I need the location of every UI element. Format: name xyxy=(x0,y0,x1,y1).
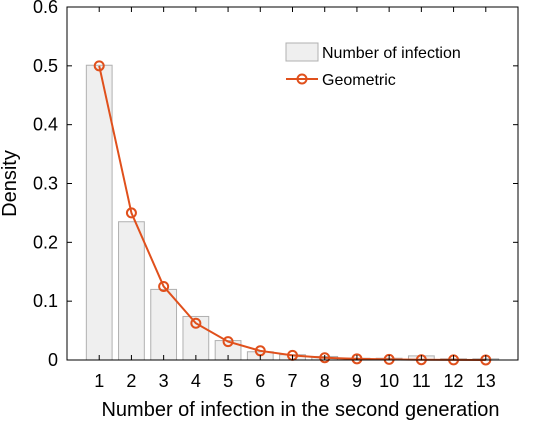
geometric-point-3 xyxy=(158,280,170,292)
geometric-point-4 xyxy=(190,317,202,329)
y-tick-label-3: 0.3 xyxy=(33,174,58,194)
x-tick-label-5: 5 xyxy=(223,371,233,391)
legend: Number of infection Geometric xyxy=(285,42,461,89)
x-tick-label-7: 7 xyxy=(287,371,297,391)
x-tick-label-10: 10 xyxy=(379,371,399,391)
x-tick-label-9: 9 xyxy=(352,371,362,391)
bar-3 xyxy=(150,288,178,361)
x-tick-label-3: 3 xyxy=(159,371,169,391)
bar-1 xyxy=(85,64,113,361)
y-tick-label-2: 0.2 xyxy=(33,232,58,252)
legend-swatch-geometric-marker xyxy=(296,73,308,85)
x-tick-label-4: 4 xyxy=(191,371,201,391)
geometric-point-10 xyxy=(383,353,395,365)
x-tick-label-2: 2 xyxy=(126,371,136,391)
y-axis-title: Density xyxy=(0,150,21,217)
geometric-point-5 xyxy=(222,336,234,348)
y-tick-label-0: 0 xyxy=(48,350,58,370)
geometric-point-1 xyxy=(93,60,105,72)
x-tick-label-1: 1 xyxy=(94,371,104,391)
x-tick-label-13: 13 xyxy=(476,371,496,391)
x-tick-label-6: 6 xyxy=(255,371,265,391)
bar-2 xyxy=(118,221,145,361)
x-tick-label-8: 8 xyxy=(320,371,330,391)
geometric-point-2 xyxy=(125,207,137,219)
x-tick-label-11: 11 xyxy=(412,371,431,391)
geometric-point-8 xyxy=(319,352,331,364)
legend-label-geometric: Geometric xyxy=(322,72,396,89)
x-axis-title: Number of infection in the second genera… xyxy=(101,399,499,421)
bars-layer xyxy=(85,64,500,361)
y-tick-label-5: 0.5 xyxy=(33,56,58,76)
x-tick-label-12: 12 xyxy=(444,371,464,391)
geometric-point-9 xyxy=(351,353,363,365)
y-tick-label-4: 0.4 xyxy=(33,115,58,135)
y-tick-label-1: 0.1 xyxy=(33,291,58,311)
y-tick-label-6: 0.6 xyxy=(33,0,58,17)
legend-swatch-number-of-infection xyxy=(285,42,319,62)
legend-label-number-of-infection: Number of infection xyxy=(322,45,461,62)
